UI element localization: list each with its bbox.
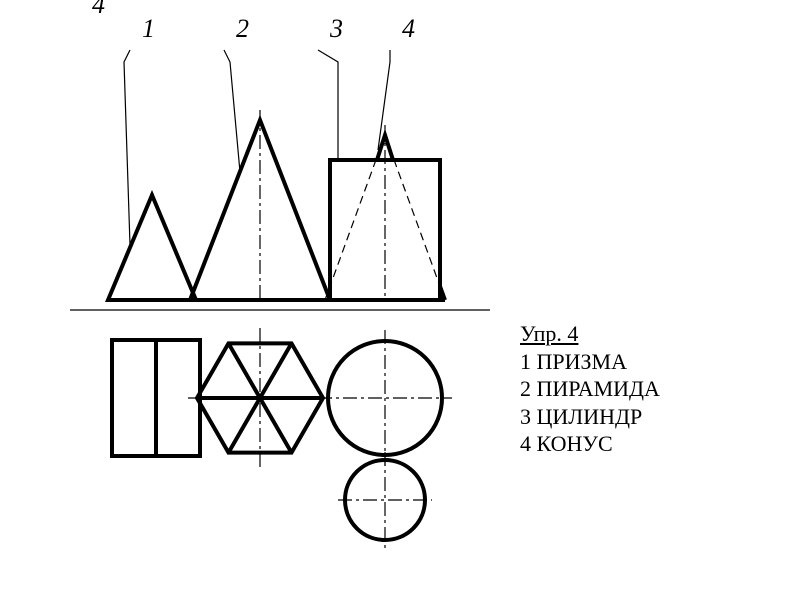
- engineering-drawing: [40, 0, 510, 590]
- legend-title: Упр. 4: [520, 320, 660, 348]
- legend-item-3: 3 ЦИЛИНДР: [520, 403, 660, 431]
- leader-label-2: 2: [236, 14, 249, 44]
- legend-item-4: 4 КОНУС: [520, 430, 660, 458]
- legend: Упр. 4 1 ПРИЗМА 2 ПИРАМИДА 3 ЦИЛИНДР 4 К…: [520, 320, 660, 458]
- legend-item-1: 1 ПРИЗМА: [520, 348, 660, 376]
- leader-label-3: 3: [330, 14, 343, 44]
- page-root: 4 1 2 3 4 Упр. 4 1 ПРИЗМА 2 ПИРАМИДА 3 Ц…: [0, 0, 800, 600]
- exercise-number: 4: [92, 0, 105, 20]
- leader-label-1: 1: [142, 14, 155, 44]
- leader-label-4: 4: [402, 14, 415, 44]
- legend-item-2: 2 ПИРАМИДА: [520, 375, 660, 403]
